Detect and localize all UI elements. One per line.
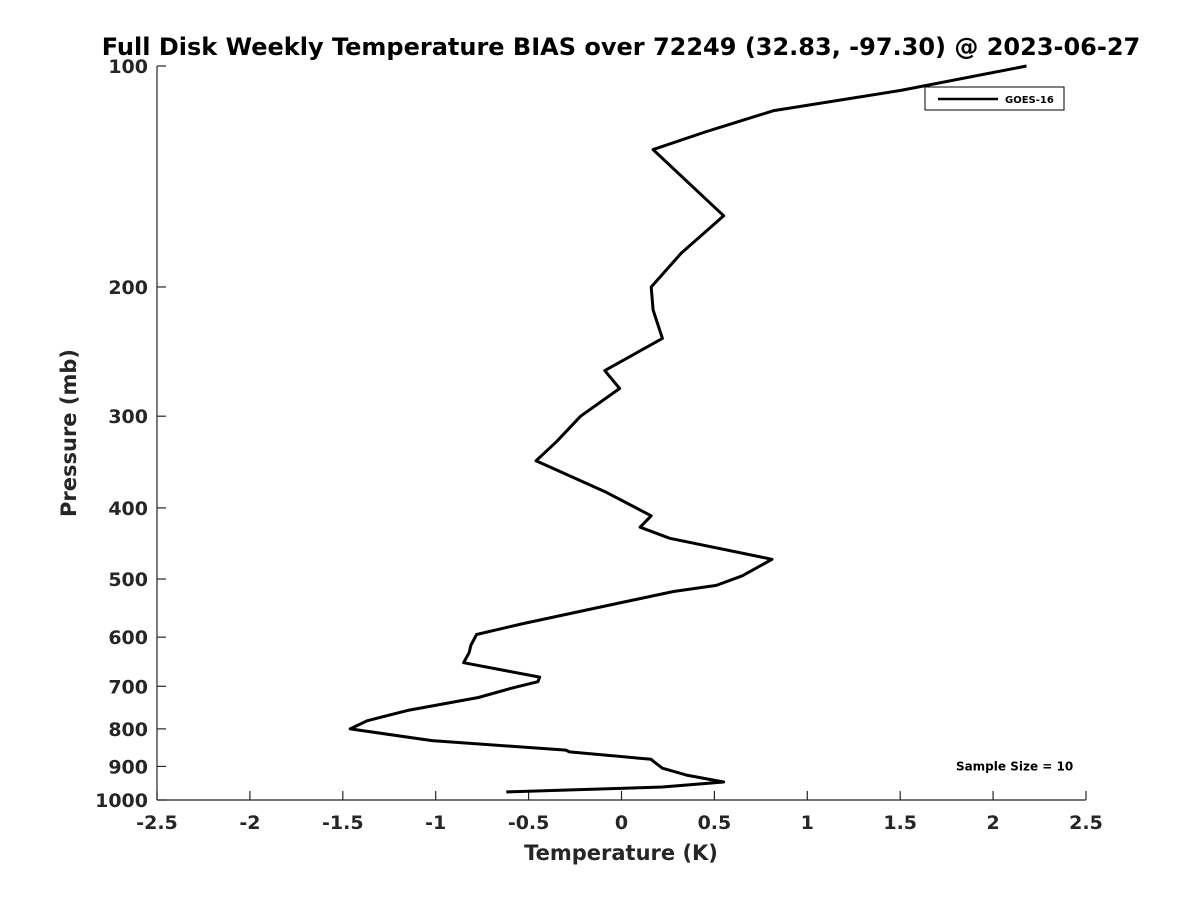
y-tick-label: 300 [108, 406, 148, 428]
y-axis-label: Pressure (mb) [57, 349, 81, 517]
x-tick-label: -2.5 [136, 812, 178, 834]
y-tick-label: 200 [108, 277, 148, 299]
x-axis-label: Temperature (K) [524, 841, 718, 865]
x-tick-label: 1 [801, 812, 814, 834]
x-tick-label: -2 [239, 812, 260, 834]
legend-label: GOES-16 [1005, 95, 1054, 106]
x-tick-label: -0.5 [508, 812, 550, 834]
y-tick-label: 1000 [95, 790, 148, 812]
y-tick-label: 400 [108, 498, 148, 520]
y-axis-ticks: 100 200 300 400 500 600 700 800 900 1000 [95, 56, 166, 812]
x-tick-label: -1.5 [322, 812, 364, 834]
x-tick-label: 0 [615, 812, 628, 834]
sample-size-annotation: Sample Size = 10 [956, 759, 1073, 773]
y-tick-label: 600 [108, 627, 148, 649]
x-tick-label: 1.5 [883, 812, 917, 834]
y-tick-label: 100 [108, 56, 148, 78]
y-tick-label: 500 [108, 569, 148, 591]
series-line [348, 64, 1027, 794]
x-tick-label: 2 [986, 812, 999, 834]
series-layer [348, 64, 1027, 794]
y-tick-label: 900 [108, 756, 148, 778]
y-tick-label: 700 [108, 676, 148, 698]
x-tick-label: 0.5 [698, 812, 732, 834]
y-tick-label: 800 [108, 719, 148, 741]
legend: GOES-16 [924, 86, 1065, 111]
x-tick-label: -1 [425, 812, 446, 834]
chart-title: Full Disk Weekly Temperature BIAS over 7… [102, 33, 1141, 61]
x-axis-ticks: -2.5 -2 -1.5 -1 -0.5 0 0.5 1 1.5 2 2.5 [136, 791, 1103, 834]
x-tick-label: 2.5 [1069, 812, 1103, 834]
